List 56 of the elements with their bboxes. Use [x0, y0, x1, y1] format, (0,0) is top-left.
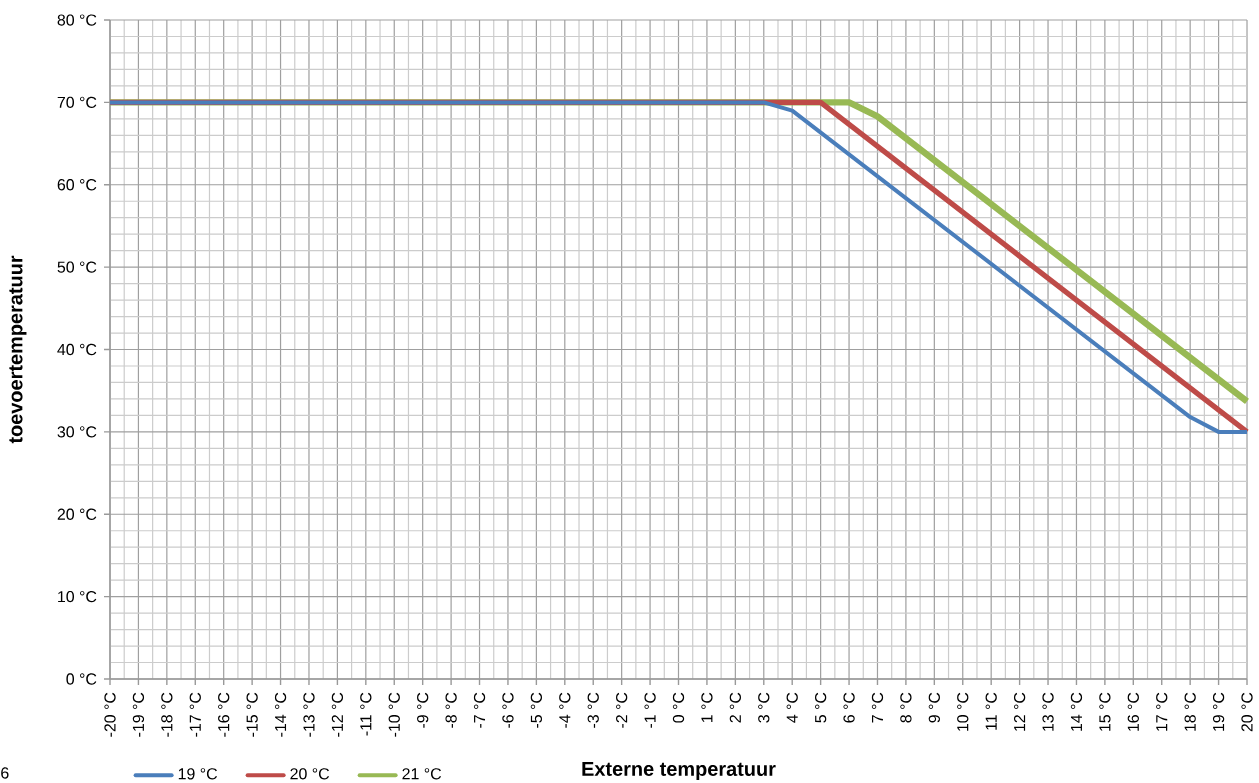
x-tick-label: -7 °C	[473, 692, 486, 728]
x-tick-label: 2 °C	[729, 692, 741, 723]
x-tick-label: 14 °C	[1070, 692, 1083, 731]
x-tick-label: -5 °C	[530, 692, 543, 728]
legend-label: 19 °C	[178, 768, 218, 780]
x-tick-label: 20 °C	[1241, 692, 1253, 732]
x-tick-label: -15 °C	[246, 692, 258, 737]
x-tick-label: -13 °C	[303, 692, 315, 737]
legend-label: 20 °C	[290, 768, 330, 780]
x-tick-label: 10 °C	[957, 692, 969, 731]
legend-label: 21 °C	[402, 768, 442, 780]
y-tick-label: 30 °C	[57, 426, 97, 438]
x-tick-label: -10 °C	[388, 692, 400, 737]
y-tick-label: 0 °C	[66, 673, 97, 685]
x-tick-label: -2 °C	[616, 692, 628, 728]
y-tick-label: 50 °C	[57, 261, 97, 273]
x-tick-label: -8 °C	[445, 692, 457, 728]
y-axis-title: toevoertemperatuur	[9, 255, 27, 444]
y-tick-label: 70 °C	[57, 96, 97, 109]
x-tick-label: -19 °C	[132, 692, 145, 737]
y-tick-label: 80 °C	[57, 14, 97, 26]
x-tick-label: -3 °C	[587, 692, 599, 728]
x-tick-label: -17 °C	[189, 692, 201, 737]
x-tick-label: 8 °C	[900, 692, 912, 723]
x-tick-label: -4 °C	[559, 692, 571, 728]
x-tick-label: 16 °C	[1127, 692, 1139, 731]
x-tick-label: 18 °C	[1184, 692, 1196, 731]
y-tick-label: 10 °C	[58, 590, 97, 603]
x-tick-label: -1 °C	[644, 692, 656, 728]
text: 6	[1, 767, 9, 779]
x-tick-label: 12 °C	[1013, 692, 1026, 731]
x-tick-label: 1 °C	[701, 692, 713, 722]
x-tick-label: -9 °C	[417, 692, 429, 728]
x-tick-label: -20 °C	[104, 692, 116, 737]
x-tick-label: 7 °C	[871, 692, 884, 723]
y-tick-label: 40 °C	[57, 343, 97, 356]
x-tick-label: 3 °C	[758, 692, 770, 723]
y-tick-label: 60 °C	[57, 179, 97, 191]
x-tick-label: -11 °C	[360, 692, 372, 736]
x-tick-label: 19 °C	[1212, 692, 1225, 731]
x-tick-label: 13 °C	[1042, 692, 1054, 731]
x-tick-label: 4 °C	[786, 692, 798, 723]
x-tick-label: -6 °C	[502, 692, 514, 728]
x-tick-label: -18 °C	[161, 692, 173, 737]
x-tick-label: 9 °C	[928, 692, 940, 723]
y-tick-label: 20 °C	[57, 508, 97, 520]
x-tick-label: -14 °C	[274, 692, 287, 737]
x-tick-label: -12 °C	[331, 692, 344, 737]
x-tick-label: -16 °C	[218, 692, 230, 737]
x-tick-label: 17 °C	[1156, 692, 1168, 731]
x-tick-label: 11 °C	[985, 692, 997, 730]
x-tick-label: 15 °C	[1099, 692, 1111, 731]
x-tick-label: 0 °C	[672, 692, 685, 723]
x-tick-label: 5 °C	[814, 692, 827, 723]
x-axis-title: Externe temperatuur	[582, 762, 776, 780]
x-tick-label: 6 °C	[843, 692, 855, 723]
